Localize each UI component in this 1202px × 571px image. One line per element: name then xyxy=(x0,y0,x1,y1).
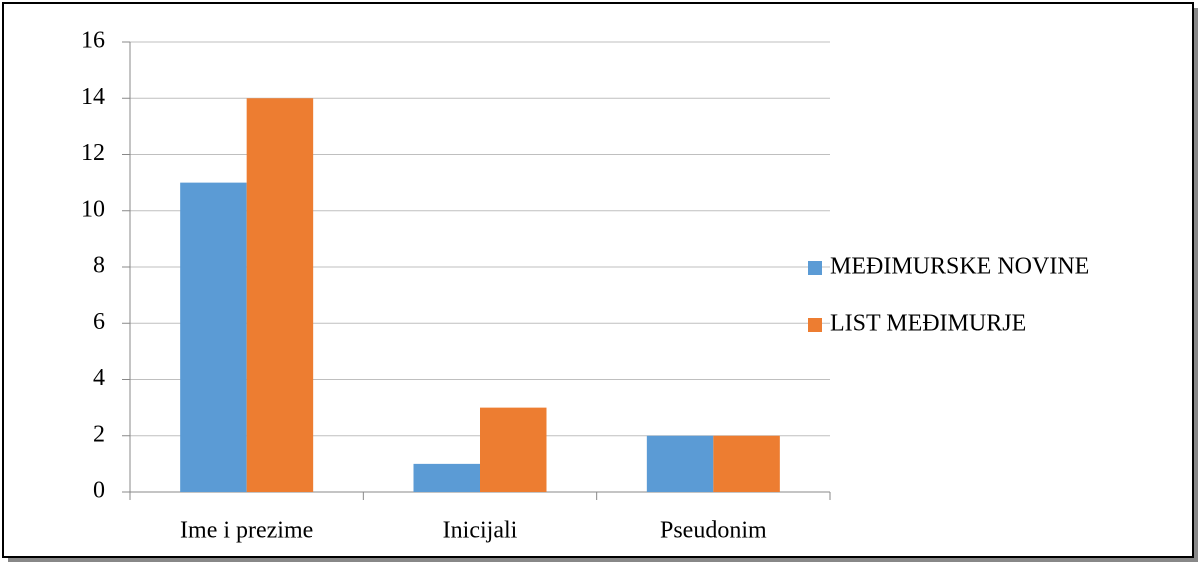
x-tick-label: Inicijali xyxy=(443,518,518,544)
legend-label: LIST MEĐIMURJE xyxy=(830,311,1026,337)
bar xyxy=(180,182,247,492)
y-tick-label: 8 xyxy=(93,253,105,279)
y-tick-label: 16 xyxy=(81,28,105,54)
y-tick-label: 14 xyxy=(81,84,105,110)
y-tick-label: 12 xyxy=(81,140,105,166)
legend-swatch xyxy=(808,261,822,275)
bar xyxy=(646,435,714,492)
bar xyxy=(480,407,547,492)
bar xyxy=(246,98,314,492)
x-tick-label: Pseudonim xyxy=(660,518,767,544)
y-tick-label: 0 xyxy=(93,478,105,504)
legend-label: MEĐIMURSKE NOVINE xyxy=(830,254,1089,280)
y-tick-label: 6 xyxy=(93,309,105,335)
y-tick-label: 2 xyxy=(93,421,105,447)
y-tick-label: 4 xyxy=(93,365,105,391)
y-tick-label: 10 xyxy=(81,196,105,222)
bar xyxy=(713,435,780,492)
bar xyxy=(413,463,480,492)
legend-swatch xyxy=(808,318,822,332)
x-tick-label: Ime i prezime xyxy=(180,518,313,544)
